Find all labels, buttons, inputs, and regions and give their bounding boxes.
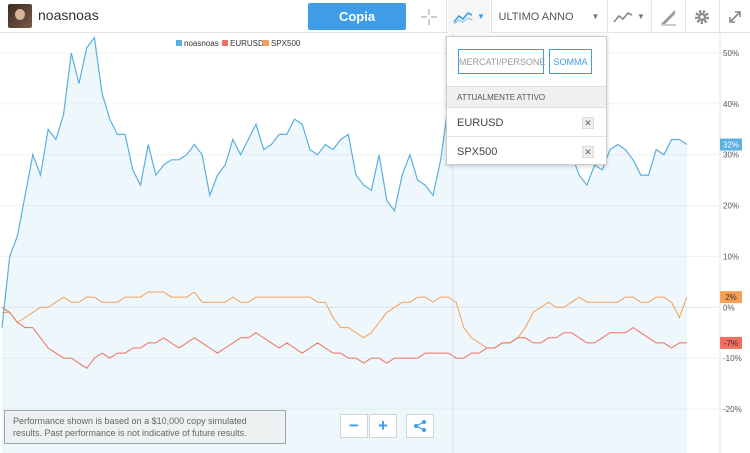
legend-swatch-spx500 bbox=[263, 40, 269, 46]
active-item-label: EURUSD bbox=[457, 117, 504, 129]
series-line-eurusd bbox=[1, 306, 687, 369]
remove-icon[interactable]: ✕ bbox=[582, 117, 594, 129]
badge-label-eurusd: -7% bbox=[724, 339, 738, 348]
gear-icon bbox=[695, 9, 709, 24]
badge-label-noasnoas: 32% bbox=[723, 141, 739, 150]
legend-swatch-noasnoas bbox=[176, 40, 182, 46]
legend-label-spx500: SPX500 bbox=[271, 39, 301, 48]
y-tick-label: -20% bbox=[723, 405, 742, 414]
markets-people-button[interactable]: MERCATI/PERSONE bbox=[458, 49, 545, 74]
series-end-badge-noasnoas: 32% bbox=[720, 138, 742, 151]
active-item-label: SPX500 bbox=[457, 146, 498, 158]
period-label: ULTIMO ANNO bbox=[498, 10, 574, 23]
top-toolbar: noasnoas Copia ▼ ULTIMO ANNO ▼ ▼ bbox=[0, 0, 750, 33]
y-tick-label: 40% bbox=[723, 100, 739, 109]
legend-label-noasnoas: noasnoas bbox=[184, 39, 219, 48]
crosshair-button[interactable] bbox=[414, 0, 444, 33]
compare-dropdown: MERCATI/PERSONE SOMMA ATTUALMENTE ATTIVO… bbox=[446, 36, 607, 165]
zoom-out-button[interactable]: − bbox=[340, 414, 368, 438]
performance-disclaimer: Performance shown is based on a $10,000 … bbox=[4, 410, 286, 444]
active-item-eurusd: EURUSD ✕ bbox=[447, 109, 606, 137]
active-header: ATTUALMENTE ATTIVO bbox=[447, 86, 606, 108]
badge-label-spx500: 2% bbox=[725, 293, 737, 302]
copy-button[interactable]: Copia bbox=[308, 3, 406, 30]
avatar[interactable] bbox=[8, 4, 32, 28]
y-tick-label: 0% bbox=[723, 303, 735, 312]
active-item-spx500: SPX500 ✕ bbox=[447, 138, 606, 166]
y-tick-label: -10% bbox=[723, 354, 742, 363]
performance-chart[interactable]: 50% 40% 30% 20% 10% 0% -10% -20% noasnoas EURUS… bbox=[0, 33, 750, 453]
expand-icon bbox=[729, 10, 741, 23]
y-axis-ticks: 50% 40% 30% 20% 10% 0% -10% -20% bbox=[723, 49, 742, 414]
crosshair-icon bbox=[421, 8, 437, 25]
period-select[interactable]: ULTIMO ANNO ▼ bbox=[492, 0, 606, 33]
y-tick-label: 50% bbox=[723, 49, 739, 58]
zoom-in-button[interactable]: + bbox=[369, 414, 397, 438]
remove-icon[interactable]: ✕ bbox=[582, 146, 594, 158]
username[interactable]: noasnoas bbox=[38, 7, 99, 23]
draw-tool-icon bbox=[661, 9, 676, 25]
y-tick-label: 10% bbox=[723, 252, 739, 261]
legend-label-eurusd: EURUSD bbox=[230, 39, 264, 48]
y-tick-label: 20% bbox=[723, 202, 739, 211]
expand-button[interactable] bbox=[720, 0, 750, 33]
chevron-down-icon: ▼ bbox=[637, 12, 645, 21]
chart-type-button[interactable]: ▼ bbox=[608, 0, 650, 33]
share-button[interactable] bbox=[406, 414, 434, 438]
y-tick-label: 30% bbox=[723, 151, 739, 160]
settings-button[interactable] bbox=[686, 0, 718, 33]
series-line-spx500 bbox=[2, 291, 688, 349]
sum-button[interactable]: SOMMA bbox=[549, 49, 592, 74]
share-icon bbox=[414, 420, 426, 432]
legend-swatch-eurusd bbox=[222, 40, 228, 46]
series-end-badge-eurusd: -7% bbox=[720, 336, 742, 349]
chevron-down-icon: ▼ bbox=[477, 12, 485, 21]
chevron-down-icon: ▼ bbox=[591, 12, 600, 21]
draw-tool-button[interactable] bbox=[652, 0, 684, 33]
legend: noasnoas EURUSD SPX500 bbox=[176, 39, 301, 48]
series-end-badge-spx500: 2% bbox=[720, 291, 742, 304]
line-chart-icon bbox=[613, 11, 633, 23]
compare-chart-icon bbox=[453, 11, 473, 24]
compare-button[interactable]: ▼ bbox=[448, 0, 490, 33]
